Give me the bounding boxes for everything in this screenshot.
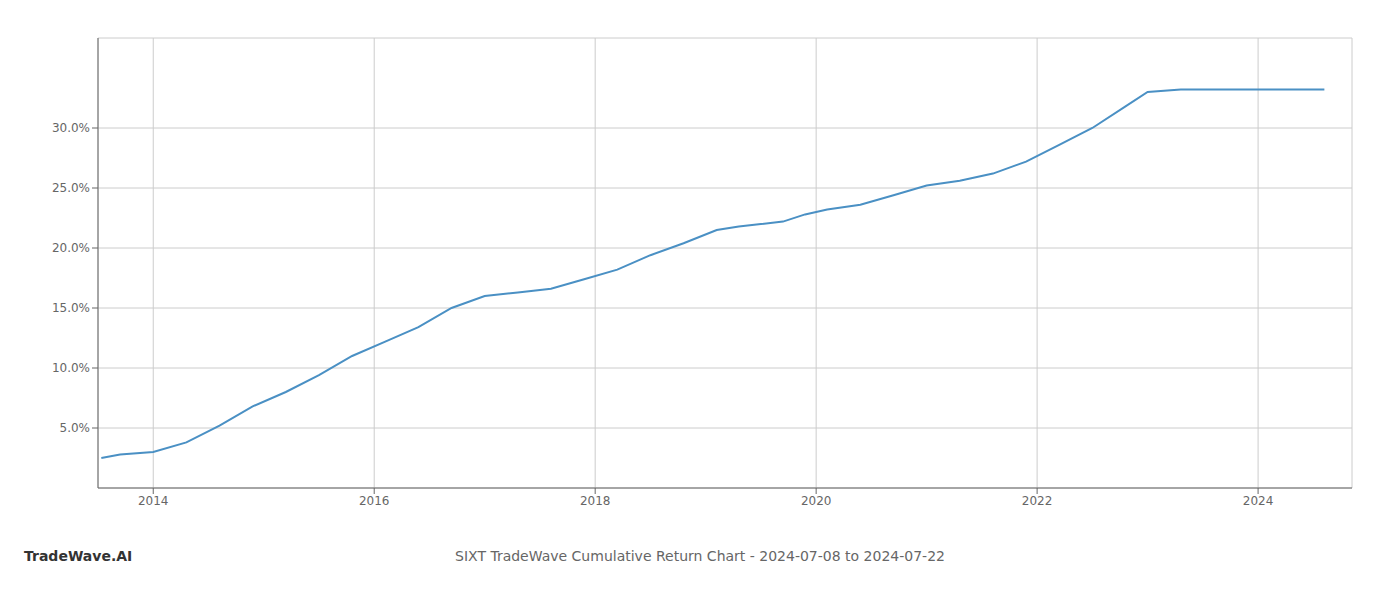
svg-text:2016: 2016 [359, 494, 390, 508]
svg-text:20.0%: 20.0% [52, 241, 90, 255]
html-text:TradeWave.AI: TradeWave.AI [24, 548, 133, 564]
svg-text:2024: 2024 [1243, 494, 1274, 508]
svg-text:2018: 2018 [580, 494, 611, 508]
svg-text:10.0%: 10.0% [52, 361, 90, 375]
svg-text:15.0%: 15.0% [52, 301, 90, 315]
html-text:SIXT TradeWave Cumulative Retu: SIXT TradeWave Cumulative Return Chart -… [455, 548, 945, 564]
svg-text:30.0%: 30.0% [52, 121, 90, 135]
svg-text:2020: 2020 [801, 494, 832, 508]
svg-text:25.0%: 25.0% [52, 181, 90, 195]
svg-text:2022: 2022 [1022, 494, 1053, 508]
svg-text:5.0%: 5.0% [60, 421, 91, 435]
svg-text:2014: 2014 [138, 494, 169, 508]
